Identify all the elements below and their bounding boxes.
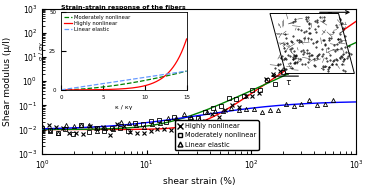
Text: $\tau$: $\tau$ <box>326 10 333 19</box>
Text: $\tau$: $\tau$ <box>285 78 292 87</box>
X-axis label: shear strain (%): shear strain (%) <box>163 177 235 186</box>
Legend: Highly nonlinear, Moderately nonlinear, Linear elastic: Highly nonlinear, Moderately nonlinear, … <box>175 120 259 150</box>
Y-axis label: Shear modulus (μ/l): Shear modulus (μ/l) <box>3 36 12 126</box>
